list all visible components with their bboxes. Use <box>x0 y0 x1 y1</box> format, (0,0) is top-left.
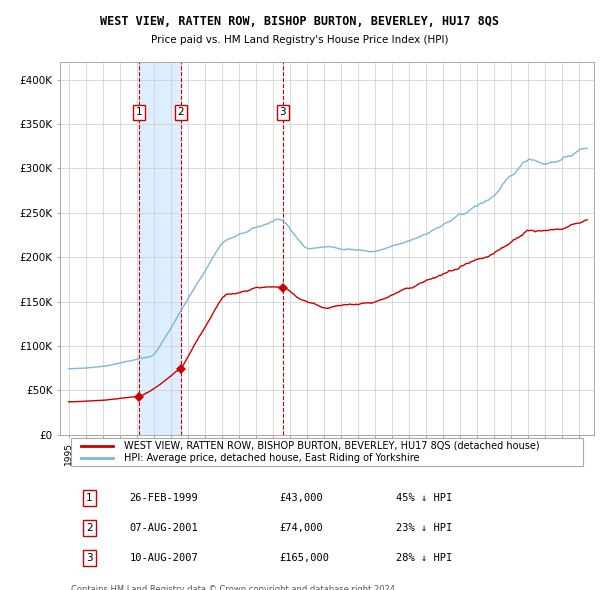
Text: 26-FEB-1999: 26-FEB-1999 <box>130 493 198 503</box>
Text: 28% ↓ HPI: 28% ↓ HPI <box>397 553 452 563</box>
Bar <box>139 62 181 435</box>
Text: WEST VIEW, RATTEN ROW, BISHOP BURTON, BEVERLEY, HU17 8QS: WEST VIEW, RATTEN ROW, BISHOP BURTON, BE… <box>101 15 499 28</box>
Text: 2: 2 <box>178 107 184 117</box>
FancyBboxPatch shape <box>71 438 583 466</box>
Text: Price paid vs. HM Land Registry's House Price Index (HPI): Price paid vs. HM Land Registry's House … <box>151 35 449 45</box>
Text: £74,000: £74,000 <box>279 523 323 533</box>
Text: 1: 1 <box>136 107 142 117</box>
Text: £43,000: £43,000 <box>279 493 323 503</box>
Text: 07-AUG-2001: 07-AUG-2001 <box>130 523 198 533</box>
Text: 3: 3 <box>86 553 92 563</box>
Text: HPI: Average price, detached house, East Riding of Yorkshire: HPI: Average price, detached house, East… <box>124 453 419 463</box>
Text: 1: 1 <box>86 493 92 503</box>
Text: 3: 3 <box>280 107 286 117</box>
Text: £165,000: £165,000 <box>279 553 329 563</box>
Text: 2: 2 <box>86 523 92 533</box>
Text: 23% ↓ HPI: 23% ↓ HPI <box>397 523 452 533</box>
Text: 10-AUG-2007: 10-AUG-2007 <box>130 553 198 563</box>
Text: Contains HM Land Registry data © Crown copyright and database right 2024.
This d: Contains HM Land Registry data © Crown c… <box>71 585 397 590</box>
Text: WEST VIEW, RATTEN ROW, BISHOP BURTON, BEVERLEY, HU17 8QS (detached house): WEST VIEW, RATTEN ROW, BISHOP BURTON, BE… <box>124 441 540 451</box>
Text: 45% ↓ HPI: 45% ↓ HPI <box>397 493 452 503</box>
